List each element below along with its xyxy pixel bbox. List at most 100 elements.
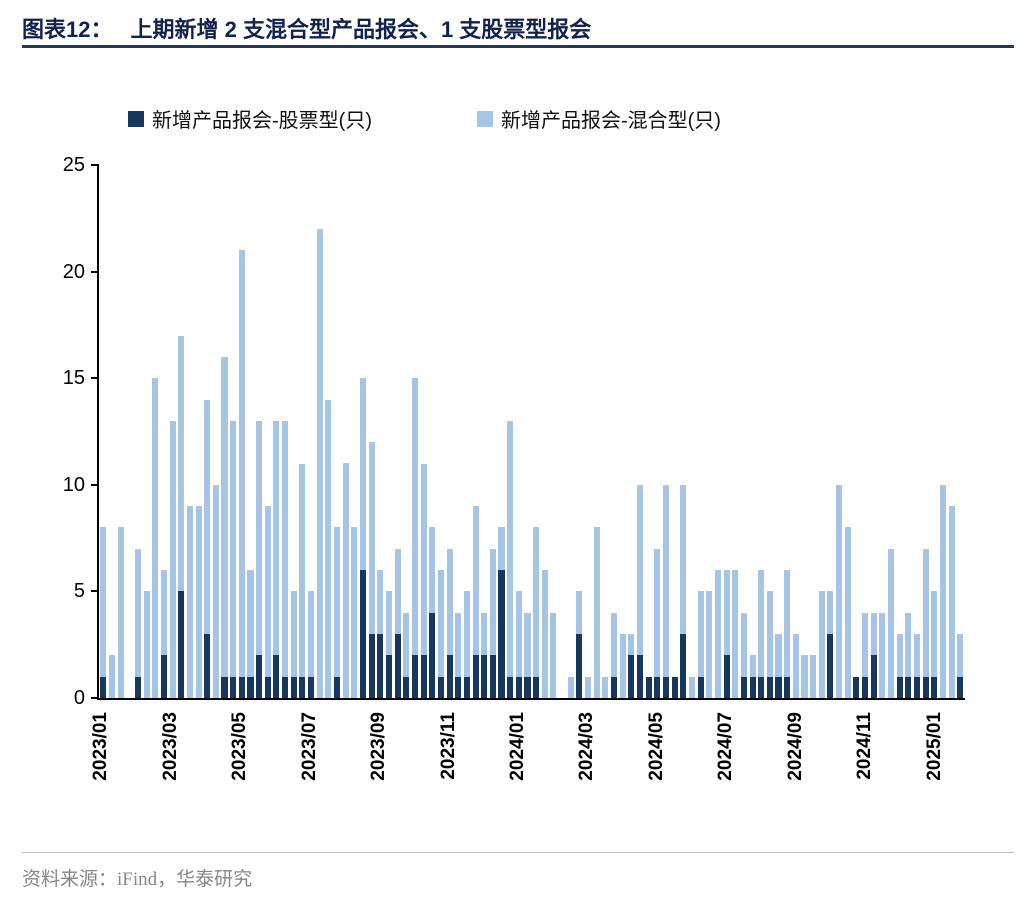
- bar-segment-hybrid: [636, 484, 644, 656]
- stacked-bar: [376, 165, 385, 698]
- legend-label-hybrid: 新增产品报会-混合型(只): [500, 110, 721, 132]
- stacked-bar: [471, 165, 480, 698]
- bar-segment-hybrid: [749, 655, 756, 677]
- bar-segment-hybrid: [836, 484, 843, 698]
- bar-segment-hybrid: [472, 506, 479, 656]
- bar-segment-equity: [645, 676, 652, 698]
- bar-segment-equity: [636, 655, 644, 698]
- bar-segment-equity: [654, 676, 661, 698]
- bar-segment-hybrid: [714, 570, 721, 698]
- stacked-bar: [835, 165, 844, 698]
- stacked-bar: [419, 165, 428, 698]
- bar-segment-hybrid: [515, 591, 522, 677]
- stacked-bar: [636, 165, 645, 698]
- stacked-bar: [757, 165, 766, 698]
- chart-title-text: 上期新增 2 支混合型产品报会、1 支股票型报会: [130, 17, 592, 42]
- bar-segment-hybrid: [498, 527, 505, 571]
- y-tick-mark: [91, 697, 99, 699]
- stacked-bar: [307, 165, 316, 698]
- x-tick-label: 2024/05: [645, 712, 667, 781]
- bar-segment-hybrid: [879, 612, 886, 698]
- bar-segment-hybrid: [195, 506, 202, 698]
- stacked-bar: [489, 165, 498, 698]
- stacked-bar: [272, 165, 281, 698]
- stacked-bar: [679, 165, 688, 698]
- bar-segment-equity: [697, 676, 704, 698]
- bar-segment-equity: [489, 655, 496, 698]
- bar-segment-equity: [870, 655, 877, 698]
- bar-segment-equity: [827, 634, 834, 698]
- bar-segment-hybrid: [316, 228, 323, 698]
- bar-segment-hybrid: [654, 548, 661, 677]
- bar-segment-hybrid: [740, 612, 747, 677]
- bar-segment-hybrid: [619, 634, 626, 698]
- bar-segment-hybrid: [212, 484, 219, 698]
- stacked-bar: [289, 165, 298, 698]
- y-tick-label: 20: [62, 260, 85, 283]
- bar-segment-hybrid: [706, 591, 713, 698]
- stacked-bar: [921, 165, 930, 698]
- bar-segment-hybrid: [152, 378, 159, 698]
- stacked-bar: [947, 165, 956, 698]
- stacked-bar: [367, 165, 376, 698]
- bar-segment-hybrid: [524, 612, 531, 677]
- bar-segment-equity: [957, 676, 964, 698]
- stacked-bar: [437, 165, 446, 698]
- stacked-bar: [618, 165, 627, 698]
- stacked-bar: [826, 165, 835, 698]
- stacked-bar: [116, 165, 125, 698]
- bar-segment-hybrid: [463, 591, 470, 677]
- stacked-bar: [255, 165, 264, 698]
- y-tick-label: 5: [73, 580, 85, 603]
- bar-segment-equity: [204, 634, 211, 698]
- bar-segment-equity: [377, 634, 384, 698]
- stacked-bar: [575, 165, 584, 698]
- stacked-bar: [670, 165, 679, 698]
- bar-segment-equity: [611, 676, 618, 698]
- stacked-bar: [800, 165, 809, 698]
- stacked-bar: [774, 165, 783, 698]
- bar-segment-hybrid: [628, 634, 635, 656]
- y-tick-mark: [91, 164, 99, 166]
- x-tick-label: 2025/01: [923, 712, 945, 781]
- bar-segment-hybrid: [489, 548, 496, 656]
- stacked-bar: [186, 165, 195, 698]
- bar-segment-hybrid: [680, 484, 687, 635]
- bar-segment-hybrid: [385, 591, 392, 656]
- bar-segment-hybrid: [446, 548, 453, 656]
- stacked-bar: [298, 165, 307, 698]
- bar-segment-equity: [758, 676, 765, 698]
- stacked-bar: [610, 165, 619, 698]
- y-tick-mark: [91, 483, 99, 486]
- stacked-bar: [238, 165, 247, 698]
- stacked-bar: [904, 165, 913, 698]
- bar-segment-hybrid: [792, 634, 799, 698]
- stacked-bar: [549, 165, 558, 698]
- bar-segment-hybrid: [948, 506, 955, 698]
- x-tick-label: 2023/11: [437, 712, 459, 780]
- bar-segment-hybrid: [394, 548, 401, 635]
- legend-label-equity: 新增产品报会-股票型(只): [152, 110, 372, 132]
- bar-segment-equity: [472, 655, 479, 698]
- bar-segment-hybrid: [308, 591, 315, 677]
- bar-segment-hybrid: [844, 527, 851, 698]
- bar-segment-hybrid: [550, 612, 557, 698]
- bar-segment-hybrid: [905, 612, 912, 677]
- bar-segment-hybrid: [818, 591, 825, 698]
- bar-segment-equity: [515, 676, 522, 698]
- bar-segment-hybrid: [290, 591, 297, 677]
- stacked-bar: [540, 165, 549, 698]
- stacked-bar: [783, 165, 792, 698]
- bar-segment-hybrid: [437, 570, 444, 677]
- stacked-bar: [125, 165, 134, 698]
- stacked-bar: [644, 165, 653, 698]
- bar-segment-hybrid: [230, 420, 237, 677]
- stacked-bar: [895, 165, 904, 698]
- stacked-bar: [168, 165, 177, 698]
- bar-segment-hybrid: [541, 570, 548, 698]
- bar-segment-hybrid: [931, 591, 938, 677]
- bar-segment-equity: [922, 676, 929, 698]
- y-tick-mark: [91, 590, 99, 593]
- x-tick-label: 2023/09: [368, 712, 390, 781]
